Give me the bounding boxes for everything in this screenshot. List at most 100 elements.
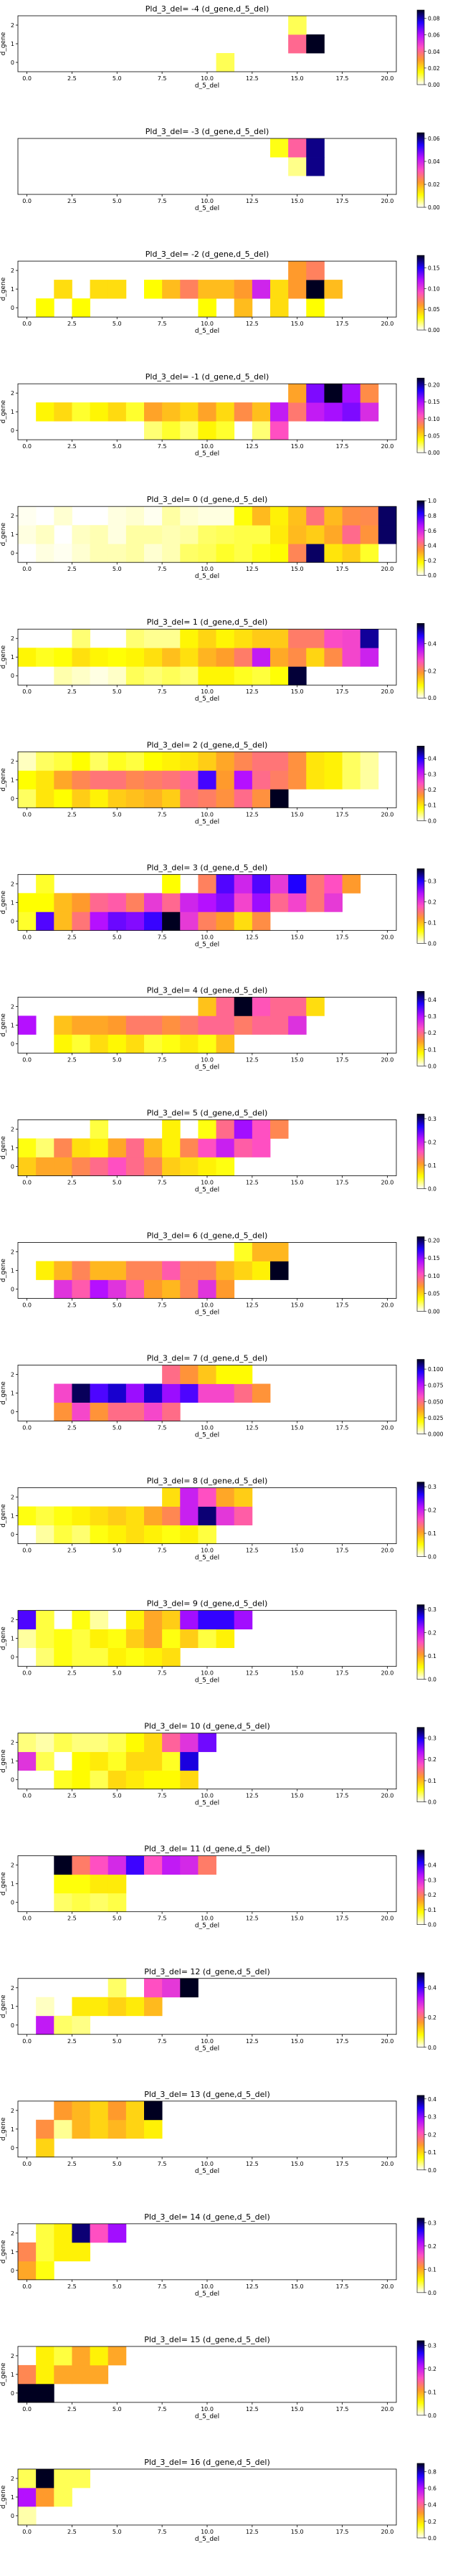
heatmap-cell (72, 1647, 90, 1667)
x-axis-label: d_5_del (195, 1432, 219, 1439)
x-tick-label: 20.0 (381, 1793, 394, 1799)
x-tick-label: 15.0 (291, 1793, 304, 1799)
x-tick-label: 7.5 (158, 321, 167, 327)
heatmap-cell (180, 1261, 199, 1280)
x-tick-label: 20.0 (381, 934, 394, 940)
heatmap-cell (72, 1893, 90, 1913)
colorbar-tick-label: 0.3 (428, 2114, 436, 2121)
heatmap-cell (72, 1402, 90, 1421)
y-axis-label: d_gene (0, 1872, 7, 1895)
colorbar-tick-label: 0.0 (428, 695, 436, 701)
colorbar-tick-label: 0.1 (428, 1778, 436, 1784)
heatmap-cell (216, 1034, 235, 1053)
colorbar-tick-label: 0.2 (428, 668, 436, 674)
heatmap-cell (108, 1138, 127, 1157)
colorbar-tick-label: 0.3 (428, 2220, 436, 2226)
heatmap-cell (162, 911, 181, 931)
x-tick-label: 17.5 (336, 1302, 349, 1308)
x-tick-label: 17.5 (336, 1670, 349, 1677)
y-tick-label: 0 (11, 1286, 14, 1292)
colorbar-tick-label: 0.05 (428, 1291, 440, 1297)
x-tick-label: 20.0 (381, 1056, 394, 1063)
y-tick-label: 1 (11, 777, 14, 783)
heatmap-cell (378, 506, 397, 526)
x-tick-label: 10.0 (201, 321, 214, 327)
heatmap-cell (108, 1770, 127, 1790)
heatmap-cell (90, 402, 109, 422)
x-tick-label: 5.0 (113, 1056, 122, 1063)
y-tick-label: 0 (11, 1163, 14, 1170)
heatmap-cell (252, 874, 271, 894)
heatmap-cell (216, 1261, 235, 1280)
x-tick-label: 0.0 (22, 566, 32, 572)
x-tick-label: 5.0 (113, 811, 122, 818)
x-tick-label: 12.5 (246, 2038, 259, 2045)
heatmap-cell (360, 506, 379, 526)
y-tick-label: 2 (11, 390, 14, 397)
heatmap-cell (144, 421, 163, 440)
heatmap-cell (90, 280, 109, 299)
heatmap-cell (306, 298, 325, 318)
colorbar-tick-label: 0.2 (428, 1756, 436, 1763)
heatmap-cell (18, 2383, 37, 2403)
heatmap-cell (108, 752, 127, 771)
heatmap-cell (270, 1242, 289, 1261)
heatmap-cell (108, 1383, 127, 1403)
heatmap-cell (90, 1015, 109, 1035)
heatmap-cell (216, 1629, 235, 1649)
colorbar (416, 1972, 425, 2048)
x-axis-label: d_5_del (195, 450, 219, 458)
panel-20: Pld_3_del= 16 (d_gene,d_5_del) 0.0 2.5 5.0 7… (0, 2458, 436, 2543)
heatmap-cell (234, 1487, 253, 1507)
heatmap-cell (216, 421, 235, 440)
y-axis-label: d_gene (0, 2362, 7, 2386)
heatmap-cell (108, 544, 127, 563)
x-tick-label: 10.0 (201, 566, 214, 572)
x-tick-label: 17.5 (336, 321, 349, 327)
heatmap-cell (180, 648, 199, 667)
heatmap-cell (162, 1402, 181, 1421)
heatmap-cell (90, 770, 109, 790)
x-tick-label: 17.5 (336, 811, 349, 818)
colorbar-tick-label: 0.0 (428, 2412, 436, 2419)
panel-0: Pld_3_del= -4 (d_gene,d_5_del) 0.0 2.5 5.0 7… (0, 4, 440, 90)
heatmap-cell (198, 648, 216, 667)
x-tick-label: 0.0 (22, 2283, 32, 2290)
heatmap-cell (180, 1365, 199, 1384)
colorbar (416, 2217, 425, 2293)
x-tick-label: 12.5 (246, 443, 259, 450)
heatmap-cell (144, 1647, 163, 1667)
panel-18: Pld_3_del= 14 (d_gene,d_5_del) 0.0 2.5 5.0 7… (0, 2212, 436, 2298)
colorbar-tick-label: 0.04 (428, 158, 440, 165)
heatmap-cell (270, 421, 289, 440)
heatmap-cell (270, 789, 289, 808)
x-tick-label: 15.0 (291, 2529, 304, 2535)
y-axis-label: d_gene (0, 1504, 7, 1528)
colorbar-tick-label: 0.1 (428, 1046, 436, 1053)
colorbar-tick-label: 0.1 (428, 1653, 436, 1659)
x-tick-label: 20.0 (381, 443, 394, 450)
heatmap-cell (36, 648, 54, 667)
x-tick-label: 17.5 (336, 198, 349, 204)
y-tick-label: 0 (11, 795, 14, 802)
colorbar-tick-label: 0.0 (428, 1554, 436, 1561)
x-tick-label: 0.0 (22, 1425, 32, 1431)
heatmap-cell (54, 1647, 72, 1667)
heatmap-cell (270, 525, 289, 544)
x-tick-label: 5.0 (113, 1793, 122, 1799)
heatmap-cell (36, 874, 54, 894)
heatmap-cell (180, 1487, 199, 1507)
heatmap-cell (125, 1402, 145, 1421)
heatmap-cell (108, 1893, 127, 1913)
heatmap-cell (125, 1034, 145, 1053)
heatmap-cell (288, 261, 307, 280)
x-tick-label: 10.0 (201, 811, 214, 818)
heatmap-cell (18, 2468, 37, 2489)
heatmap-cell (198, 544, 216, 563)
y-tick-label: 0 (11, 1041, 14, 1047)
heatmap-cell (54, 2468, 72, 2489)
heatmap-cell (36, 2487, 54, 2507)
heatmap-cell (378, 525, 397, 544)
heatmap-cell (198, 1506, 216, 1525)
x-tick-label: 17.5 (336, 75, 349, 82)
